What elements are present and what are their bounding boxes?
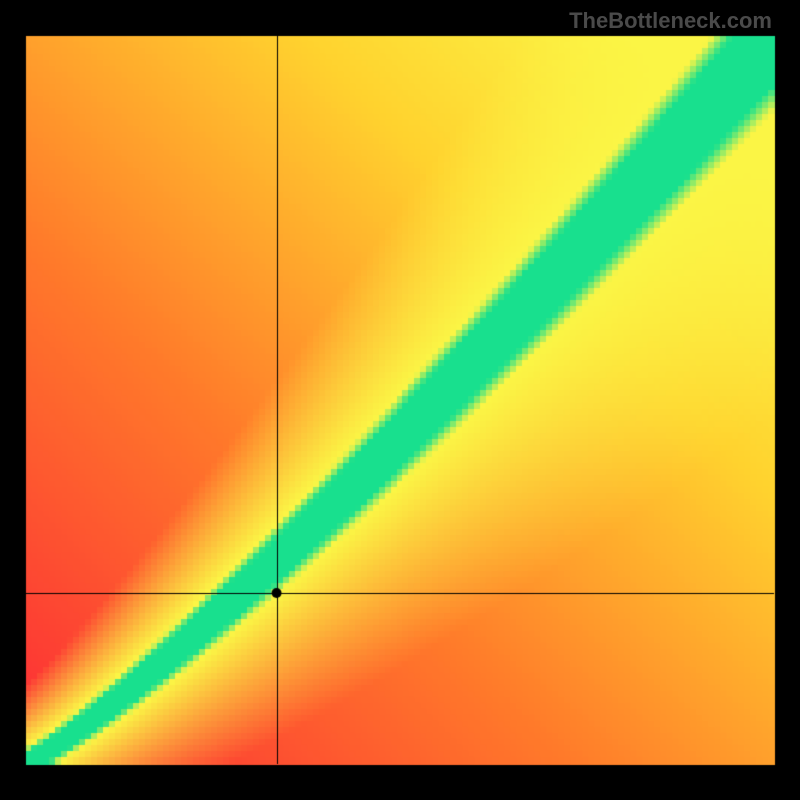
bottleneck-heatmap: [0, 0, 800, 800]
chart-container: TheBottleneck.com: [0, 0, 800, 800]
watermark-text: TheBottleneck.com: [569, 8, 772, 34]
